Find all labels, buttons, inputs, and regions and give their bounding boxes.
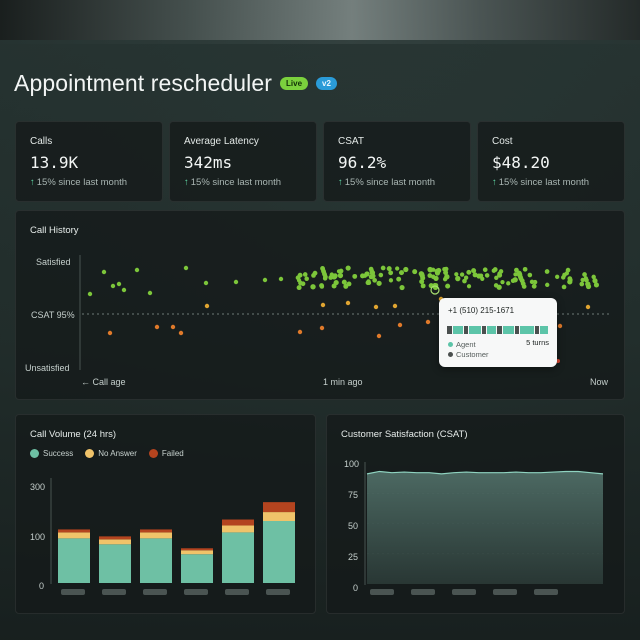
agent-dot-icon [448, 342, 453, 347]
stat-label: Cost [492, 136, 513, 147]
arrow-up-icon: ↑ [338, 177, 343, 188]
page-title: Appointment rescheduler [14, 70, 273, 96]
agent-turn-segment [503, 326, 514, 334]
stat-value: $48.20 [492, 153, 550, 172]
stat-value: 96.2% [338, 153, 387, 172]
legend-success[interactable]: Success [30, 449, 73, 458]
agent-turn-segment [520, 326, 534, 334]
call-volume-legend: Success No Answer Failed [30, 449, 184, 458]
cv-tick-0: 0 [39, 581, 45, 591]
page-header: Appointment rescheduler Live v2 [14, 70, 337, 97]
call-tooltip: +1 (510) 215-1671 5 turns Agent Customer [439, 298, 557, 367]
customer-turn-segment [515, 326, 519, 334]
csat-panel: Customer Satisfaction (CSAT) [326, 414, 625, 614]
stat-label: Average Latency [184, 136, 259, 147]
legend-customer: Customer [448, 350, 489, 359]
arrow-up-icon: ↑ [30, 177, 35, 188]
x-label-one-min: 1 min ago [323, 377, 363, 387]
y-label-satisfied: Satisfied [36, 257, 71, 267]
turns-bar [447, 326, 549, 334]
csat-title: Customer Satisfaction (CSAT) [341, 429, 468, 440]
version-badge: v2 [316, 77, 337, 90]
call-volume-panel: Call Volume (24 hrs) [15, 414, 316, 614]
stat-value: 342ms [184, 153, 233, 172]
no-answer-swatch-icon [85, 449, 95, 458]
success-swatch-icon [30, 449, 39, 458]
x-label-now: Now [590, 377, 609, 387]
stat-trend: ↑ 15% since last month [184, 177, 282, 188]
y-label-csat-threshold: CSAT 95% [31, 310, 75, 320]
cv-tick-300: 300 [30, 482, 46, 492]
stat-card-latency[interactable]: Average Latency 342ms ↑ 15% since last mo… [169, 121, 317, 202]
arrow-up-icon: ↑ [184, 177, 189, 188]
legend-agent: Agent [448, 340, 476, 349]
stat-card-csat[interactable]: CSAT 96.2% ↑ 15% since last month [323, 121, 471, 202]
customer-turn-segment [497, 326, 502, 334]
live-badge: Live [280, 77, 309, 90]
cv-tick-100: 100 [30, 532, 46, 542]
call-volume-title: Call Volume (24 hrs) [30, 429, 117, 440]
csat-tick-100: 100 [344, 459, 360, 469]
y-label-unsatisfied: Unsatisfied [25, 363, 70, 373]
csat-tick-50: 50 [348, 521, 359, 531]
stat-card-cost[interactable]: Cost $48.20 ↑ 15% since last month [477, 121, 625, 202]
failed-swatch-icon [148, 449, 158, 458]
customer-turn-segment [482, 326, 486, 334]
legend-no-answer[interactable]: No Answer [85, 449, 137, 458]
customer-turn-segment [464, 326, 468, 334]
csat-tick-75: 75 [348, 490, 359, 500]
x-label-call-age: ← Call age [81, 377, 126, 387]
csat-tick-25: 25 [348, 552, 359, 562]
stat-trend: ↑ 15% since last month [338, 177, 436, 188]
stat-card-calls[interactable]: Calls 13.9K ↑ 15% since last month [15, 121, 163, 202]
top-backdrop [0, 0, 640, 44]
tooltip-turns: 5 turns [526, 338, 549, 347]
agent-turn-segment [487, 326, 496, 334]
tooltip-phone: +1 (510) 215-1671 [448, 306, 515, 315]
stat-label: CSAT [338, 136, 364, 147]
csat-tick-0: 0 [353, 583, 359, 593]
stat-value: 13.9K [30, 153, 79, 172]
customer-turn-segment [535, 326, 539, 334]
call-history-title: Call History [30, 225, 79, 236]
customer-dot-icon [448, 352, 453, 357]
arrow-up-icon: ↑ [492, 177, 497, 188]
legend-failed[interactable]: Failed [148, 449, 184, 458]
agent-turn-segment [453, 326, 463, 334]
stat-label: Calls [30, 136, 53, 147]
agent-turn-segment [540, 326, 548, 334]
agent-turn-segment [469, 326, 481, 334]
stat-trend: ↑ 15% since last month [492, 177, 590, 188]
customer-turn-segment [447, 326, 452, 334]
stat-trend: ↑ 15% since last month [30, 177, 128, 188]
